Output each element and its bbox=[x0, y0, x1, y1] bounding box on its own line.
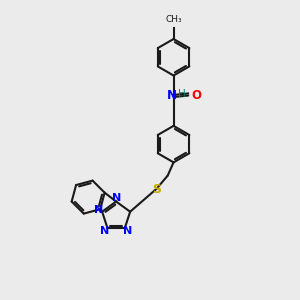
Text: N: N bbox=[112, 193, 121, 203]
Text: CH₃: CH₃ bbox=[165, 15, 182, 24]
Text: O: O bbox=[191, 89, 201, 102]
Text: N: N bbox=[123, 226, 132, 236]
Text: N: N bbox=[100, 226, 109, 236]
Text: H: H bbox=[178, 89, 185, 99]
Text: N: N bbox=[167, 89, 176, 102]
Text: S: S bbox=[152, 183, 161, 196]
Text: N: N bbox=[94, 205, 103, 215]
